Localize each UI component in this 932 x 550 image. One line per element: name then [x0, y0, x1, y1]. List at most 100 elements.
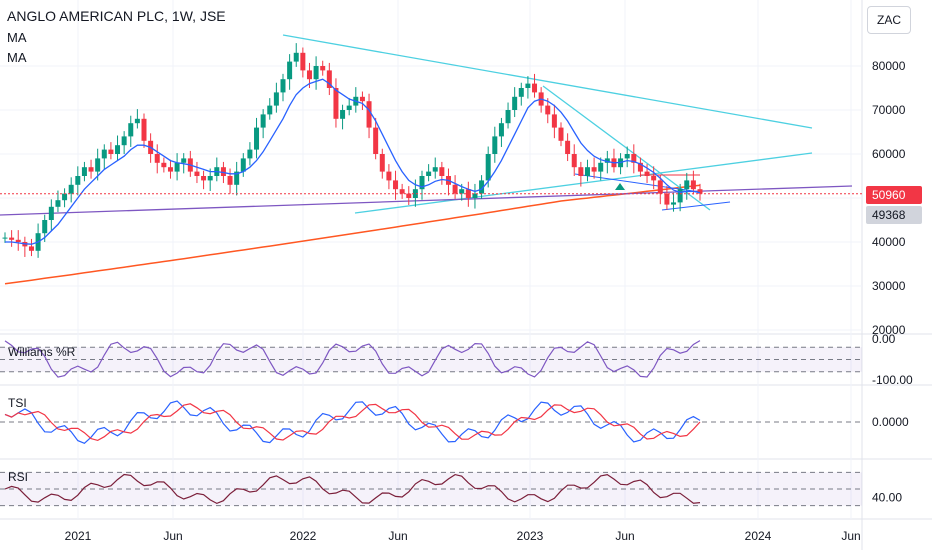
candle-body [313, 66, 319, 80]
candle-body [578, 167, 584, 176]
tsi-label[interactable]: TSI [8, 396, 27, 410]
candle-body [684, 180, 690, 190]
candle-body [240, 158, 246, 172]
candle-body [128, 123, 134, 137]
candle-body [62, 193, 68, 201]
candle-body [2, 237, 8, 239]
williams-label[interactable]: Williams %R [8, 345, 76, 359]
candle-body [247, 149, 253, 159]
x-tick-label: Jun [163, 529, 182, 543]
candle-body [637, 162, 643, 172]
candle-body [227, 176, 233, 185]
candle-body [161, 162, 167, 168]
osc-tick-label: 0.00 [872, 332, 896, 346]
axes: 2021 Jun 2022 Jun 2023 Jun 2024 Jun 80000 70000 60… [65, 59, 922, 543]
candle-body [386, 171, 392, 181]
candle-body [154, 154, 160, 163]
candle-body [697, 189, 703, 194]
candle-body [115, 145, 121, 154]
ma-slow-line [4, 184, 701, 285]
osc-tick-label: 0.0000 [872, 415, 909, 429]
candle-body [432, 167, 438, 172]
candle-body [181, 158, 187, 163]
osc-tick-label: -100.00 [872, 373, 913, 387]
candle-body [207, 176, 213, 181]
candle-body [254, 127, 260, 150]
candle-body [42, 220, 48, 234]
y-tick-label: 30000 [872, 279, 906, 293]
candle-body [505, 110, 511, 124]
candle-body [48, 206, 54, 220]
candle-body [194, 171, 200, 176]
candle-body [558, 127, 564, 141]
candle-body [167, 167, 173, 172]
candle-body [306, 70, 312, 80]
tsi-pane[interactable] [0, 400, 862, 444]
ma-legend-2[interactable]: MA [7, 50, 27, 65]
last-price-tag: 50960 [872, 188, 906, 202]
candle-body [419, 176, 425, 190]
candle-body [234, 171, 240, 185]
candle-body [346, 105, 352, 110]
candle-body [565, 140, 571, 154]
osc-tick-label: 40.00 [872, 490, 902, 504]
signal-marker-icon [615, 183, 625, 190]
candle-body [452, 184, 458, 194]
candle-body [320, 66, 326, 71]
band-fill [0, 472, 862, 506]
y-tick-label: 20000 [872, 323, 906, 337]
candle-body [95, 158, 101, 172]
candle-body [9, 237, 15, 240]
candle-body [15, 239, 21, 242]
rsi-label[interactable]: RSI [8, 470, 29, 484]
y-tick-label: 80000 [872, 59, 906, 73]
candle-body [333, 88, 339, 119]
ma-legend-1[interactable]: MA [7, 30, 27, 45]
last-price-tag-bg [866, 186, 922, 204]
candle-body [81, 167, 87, 176]
candle-body [512, 96, 518, 110]
candle-body [604, 158, 610, 163]
candle-body [498, 123, 504, 137]
x-tick-label: Jun [615, 529, 634, 543]
x-tick-label: 2021 [65, 529, 92, 543]
chart-title: ANGLO AMERICAN PLC, 1W, JSE [7, 8, 226, 24]
candle-body [426, 171, 432, 176]
candle-body [406, 193, 412, 198]
candle-body [439, 167, 445, 176]
candle-body [68, 184, 74, 194]
channel-line-1 [574, 173, 701, 193]
candle-body [492, 136, 498, 154]
rsi-line [4, 473, 701, 505]
candle-body [174, 162, 180, 172]
rsi-pane[interactable] [0, 471, 862, 507]
candle-body [591, 167, 597, 172]
candle-body [108, 149, 114, 154]
candle-body [280, 79, 286, 93]
candle-body [624, 154, 630, 159]
candle-body [690, 180, 696, 190]
candle-body [273, 92, 279, 106]
candle-body [220, 167, 226, 176]
price-pane[interactable] [0, 34, 862, 285]
candle-body [525, 83, 531, 88]
candle-body [472, 193, 478, 198]
candle-body [644, 171, 650, 176]
candle-body [373, 127, 379, 154]
candle-body [664, 193, 670, 205]
williams-pane[interactable] [0, 340, 862, 378]
tsi-signal-line [4, 403, 701, 442]
candle-body [671, 202, 677, 205]
candle-body [598, 162, 604, 172]
candle-body [75, 176, 81, 185]
candle-body [366, 101, 372, 128]
candle-body [88, 167, 94, 172]
candle-body [651, 176, 657, 181]
x-tick-label: Jun [841, 529, 860, 543]
y-tick-label: 70000 [872, 103, 906, 117]
candle-body [28, 246, 34, 251]
currency-button[interactable]: ZAC [867, 6, 911, 34]
